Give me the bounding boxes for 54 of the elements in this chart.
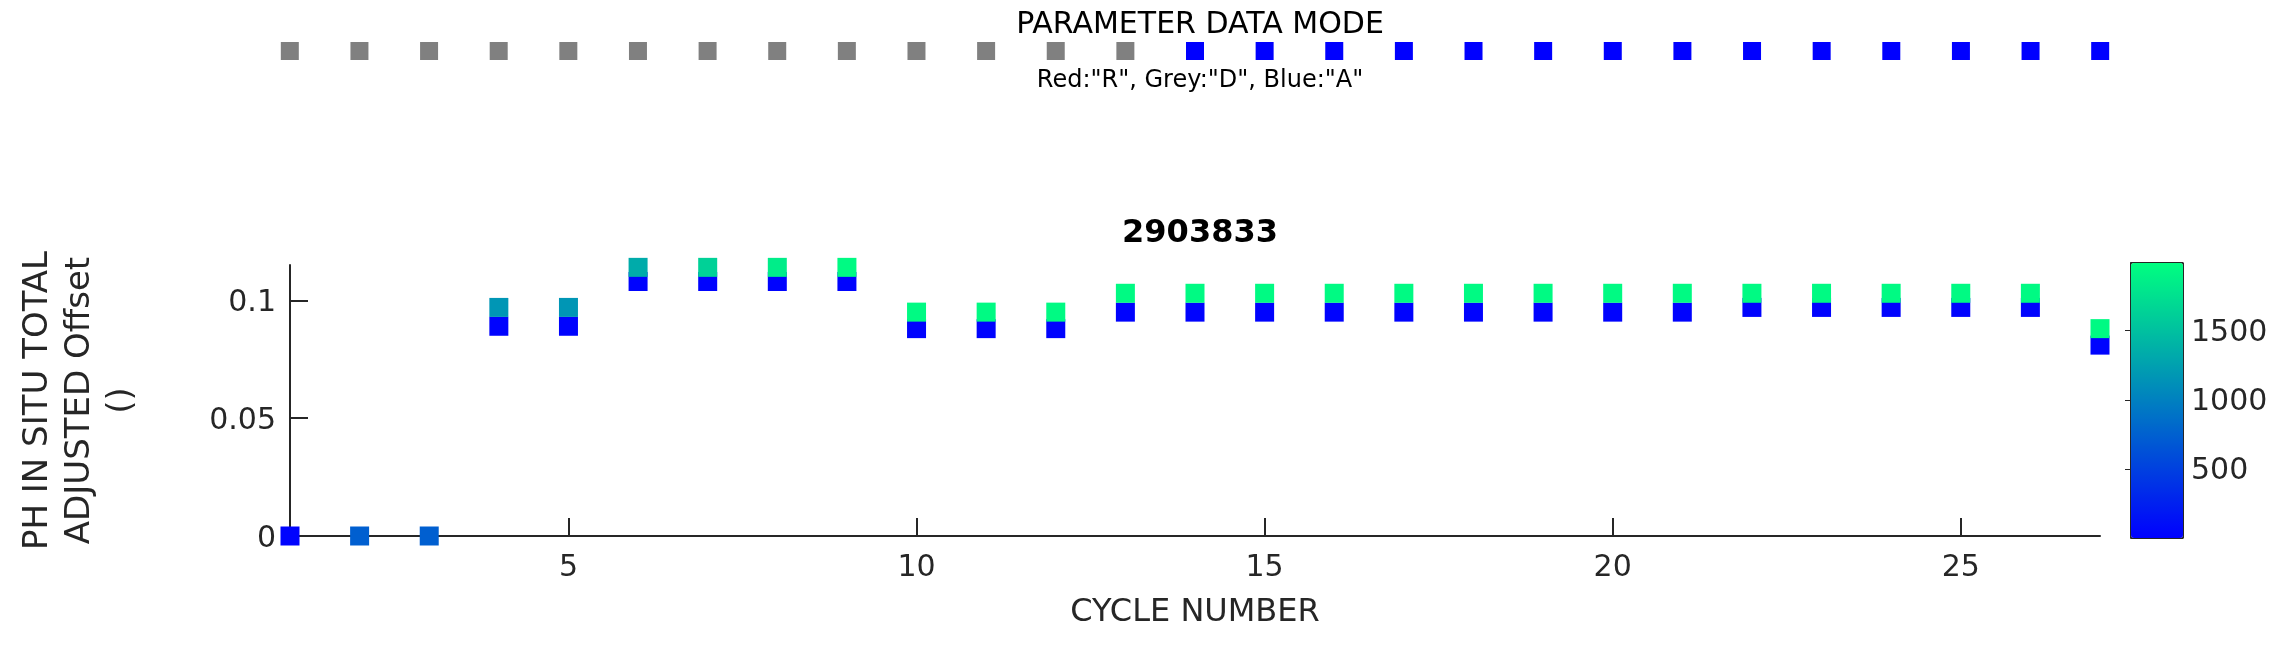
point — [1255, 283, 1275, 303]
point — [976, 302, 996, 322]
point — [350, 526, 370, 546]
point — [1255, 302, 1275, 322]
point — [489, 297, 509, 317]
point — [837, 257, 857, 277]
point — [1046, 302, 1066, 322]
point — [1463, 302, 1483, 322]
point — [1115, 302, 1135, 322]
point — [1115, 283, 1135, 303]
text: Red:"R", Grey:"D", Blue:"A" — [1036, 65, 1364, 93]
x-axis-title: CYCLE NUMBER — [1070, 591, 1320, 629]
x-tick-label: 20 — [1593, 547, 1632, 583]
x-tick-label: 15 — [1245, 547, 1284, 583]
point — [1324, 283, 1344, 303]
point — [1672, 283, 1692, 303]
y-tick-label: 0.1 — [228, 282, 276, 318]
point — [628, 257, 648, 277]
point — [1533, 283, 1553, 303]
point — [1394, 302, 1414, 322]
point — [1463, 283, 1483, 303]
point — [698, 257, 718, 277]
point — [1185, 283, 1205, 303]
point — [1603, 302, 1623, 322]
point — [2090, 319, 2110, 339]
point — [419, 526, 439, 546]
point — [1324, 302, 1344, 322]
color-bar-label: 1000 — [2191, 382, 2268, 418]
point — [907, 302, 927, 322]
point — [1533, 302, 1553, 322]
point — [1394, 283, 1414, 303]
color-bar-label: 500 — [2191, 451, 2249, 487]
x-tick-label: 10 — [897, 547, 936, 583]
chart-title: 2903833 — [1122, 212, 1278, 250]
point — [489, 316, 509, 336]
point — [280, 526, 300, 546]
y-tick-label: 0 — [256, 518, 276, 554]
point — [2020, 283, 2040, 303]
point — [1951, 283, 1971, 303]
point — [1812, 283, 1832, 303]
x-tick-label: 25 — [1941, 547, 1980, 583]
point — [1881, 283, 1901, 303]
point — [1185, 302, 1205, 322]
point — [558, 316, 578, 336]
y-axis-title: PH IN SITU TOTAL ADJUSTED Offset () — [15, 250, 139, 551]
point — [1672, 302, 1692, 322]
point — [558, 297, 578, 317]
point — [767, 257, 787, 277]
y-tick-label: 0.05 — [209, 400, 276, 436]
x-tick-label: 5 — [558, 547, 579, 583]
chart-title: PARAMETER DATA MODE — [1016, 4, 1384, 40]
point — [1603, 283, 1623, 303]
point — [1742, 283, 1762, 303]
color-bar-label: 1500 — [2191, 313, 2268, 349]
